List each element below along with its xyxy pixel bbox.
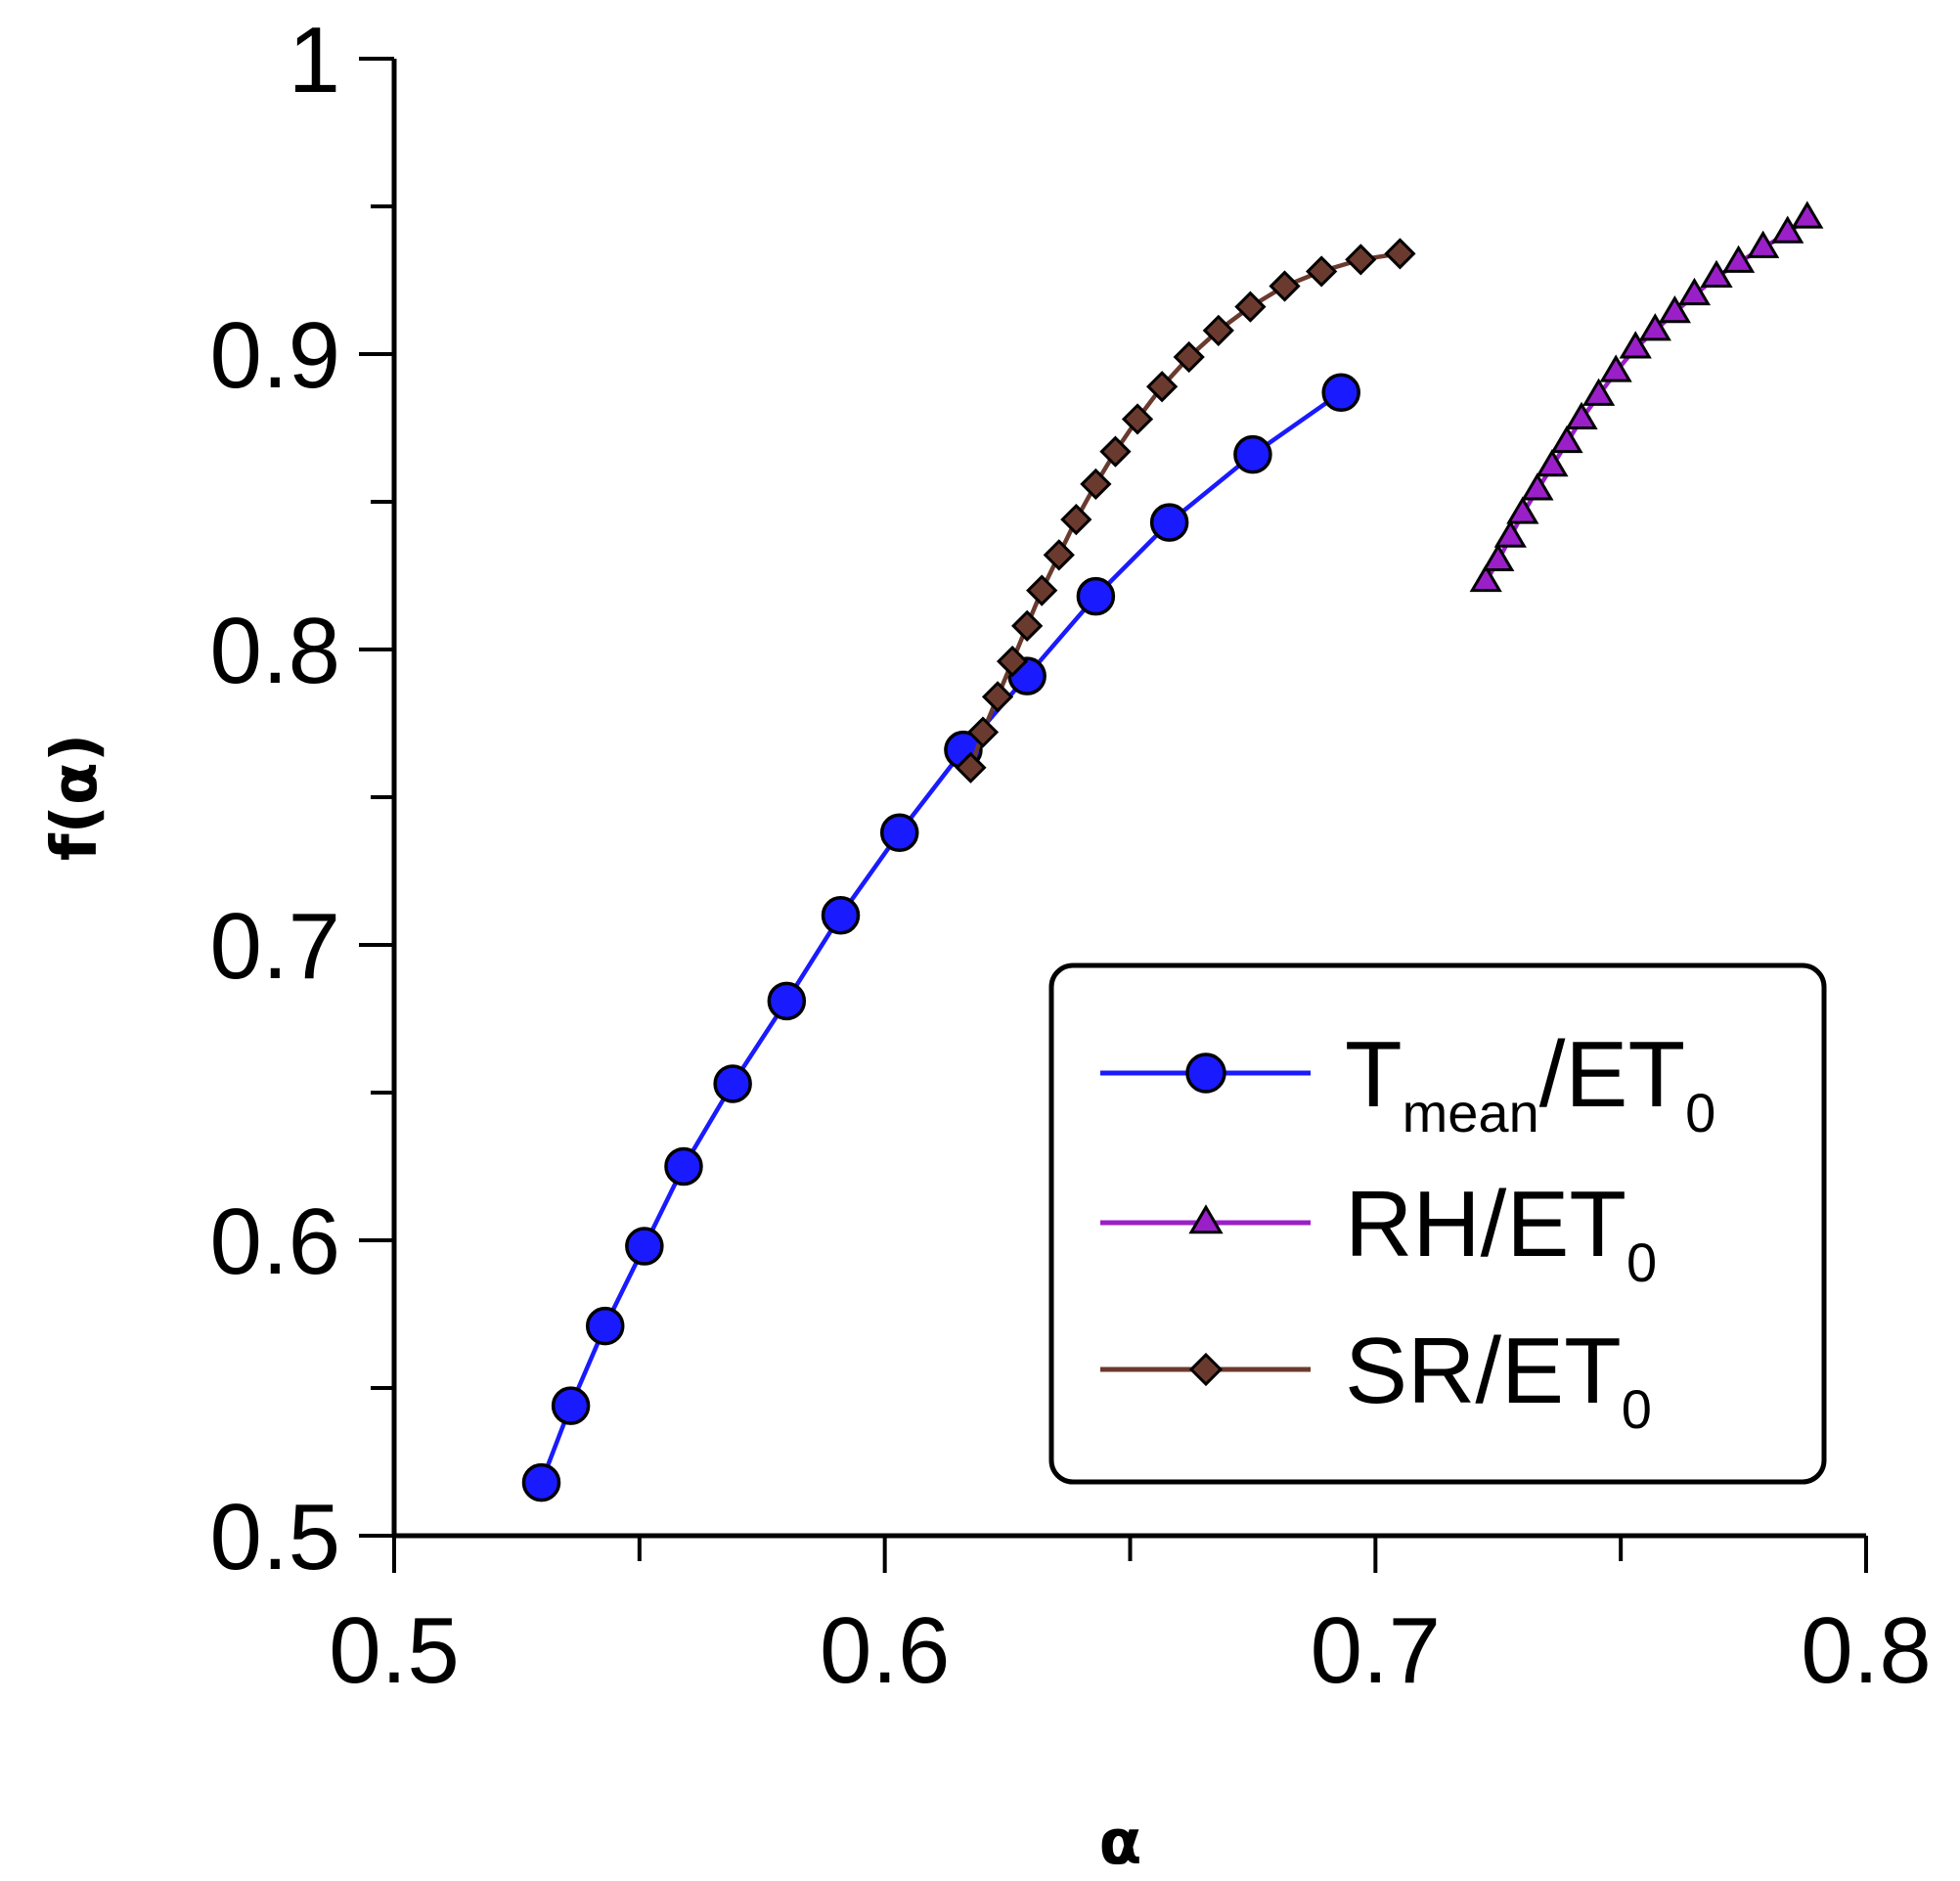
y-tick-label: 0.6	[210, 1189, 340, 1294]
data-point	[1550, 425, 1583, 454]
data-point	[521, 1462, 561, 1502]
data-point	[1080, 468, 1112, 501]
data-point	[821, 896, 861, 935]
data-point	[1202, 314, 1234, 346]
y-tick-label: 0.8	[210, 599, 340, 703]
data-point	[1536, 449, 1569, 477]
data-point	[1121, 403, 1154, 435]
y-tick-label: 0.9	[210, 303, 340, 408]
data-point	[1384, 238, 1416, 270]
axes: 0.5 0.6 0.7 0.8 0.5 0.6 0.7 0.8 0.9 1 α f(α)	[39, 8, 1932, 1879]
legend: Tmean/ET0 RH/ET0 SR/ET0	[1048, 963, 1827, 1485]
data-point	[1521, 472, 1554, 501]
legend-box	[1048, 963, 1827, 1485]
data-point	[585, 1306, 625, 1346]
data-point	[767, 981, 807, 1021]
data-point	[1506, 496, 1539, 524]
data-point	[1149, 503, 1189, 542]
data-point	[1677, 277, 1712, 306]
data-point	[1076, 576, 1116, 616]
data-point	[1599, 354, 1632, 382]
data-point	[1011, 609, 1044, 642]
x-tick-label: 0.6	[820, 1598, 950, 1703]
legend-marker	[1188, 1204, 1224, 1234]
x-tick-label: 0.5	[329, 1598, 459, 1703]
data-point	[1173, 340, 1205, 374]
data-point	[1026, 574, 1058, 606]
data-point	[551, 1386, 591, 1425]
y-tick-label: 0.5	[210, 1485, 340, 1590]
y-tick-label: 0.7	[210, 894, 340, 999]
series-layer	[521, 201, 1824, 1502]
data-point	[1233, 434, 1272, 474]
data-point	[966, 716, 1000, 748]
data-point	[1658, 295, 1691, 324]
series-line	[1484, 216, 1809, 583]
x-tick-label: 0.8	[1801, 1598, 1931, 1703]
data-point	[625, 1227, 664, 1266]
data-point	[879, 813, 919, 852]
data-point	[1581, 378, 1616, 406]
data-point	[1482, 543, 1515, 571]
legend-marker	[1185, 1052, 1226, 1094]
data-point	[1269, 270, 1301, 302]
data-point	[1721, 245, 1756, 273]
data-point	[1638, 313, 1671, 341]
y-tick-label: 1	[289, 8, 340, 112]
data-point	[1060, 503, 1092, 536]
data-point	[1099, 435, 1132, 468]
data-point	[1619, 331, 1652, 359]
data-point	[1043, 539, 1075, 571]
data-point	[713, 1064, 752, 1103]
data-point	[1469, 563, 1502, 593]
data-point	[1493, 519, 1527, 548]
data-point	[981, 681, 1014, 713]
series-sr-et0	[955, 238, 1416, 784]
data-point	[1321, 373, 1360, 413]
data-point	[1565, 401, 1598, 429]
x-axis-title: α	[1099, 1807, 1142, 1879]
series-tmean-et0	[521, 373, 1360, 1502]
data-point	[1306, 255, 1338, 288]
legend-marker	[1188, 1352, 1224, 1387]
data-point	[664, 1146, 703, 1187]
series-rh-et0	[1469, 201, 1824, 593]
x-tick-label: 0.7	[1311, 1598, 1441, 1703]
data-point	[1145, 371, 1179, 403]
legend-label: SR/ET0	[1345, 1319, 1652, 1440]
data-point	[1700, 259, 1733, 289]
data-point	[996, 645, 1029, 678]
y-axis-title: f(α)	[39, 734, 111, 861]
legend-label: RH/ET0	[1345, 1172, 1657, 1293]
data-point	[1791, 201, 1824, 229]
data-point	[1747, 230, 1780, 258]
data-point	[955, 751, 987, 784]
data-point	[1771, 215, 1804, 244]
legend-label: Tmean/ET0	[1345, 1022, 1715, 1143]
data-point	[1234, 291, 1267, 323]
data-point	[1345, 244, 1377, 276]
